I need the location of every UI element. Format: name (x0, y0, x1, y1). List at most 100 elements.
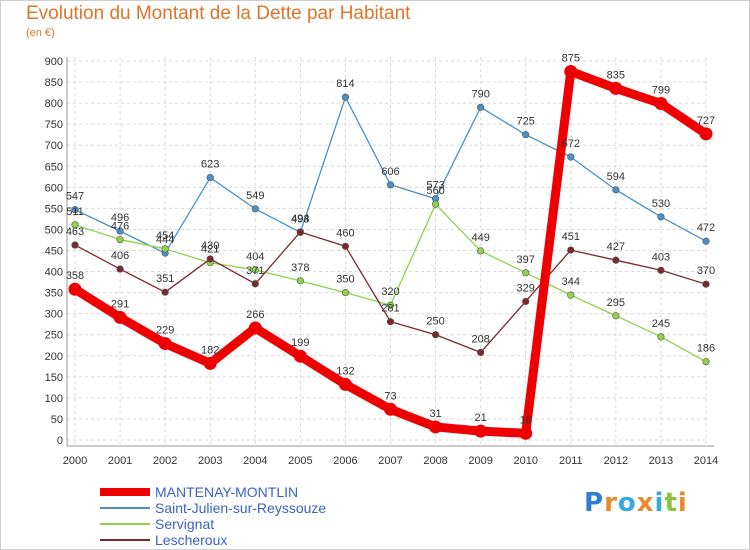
data-label: 463 (66, 226, 84, 238)
data-point (612, 186, 620, 194)
data-label: 344 (562, 276, 580, 288)
legend-label-saint-julien: Saint-Julien-sur-Reyssouze (155, 500, 327, 516)
y-tick-label: 700 (45, 140, 63, 152)
data-label: 606 (381, 166, 399, 178)
data-label: 560 (426, 185, 444, 197)
data-point (477, 247, 485, 255)
logo-letter: P (584, 488, 605, 518)
data-label: 672 (562, 138, 580, 150)
data-label: 725 (517, 116, 535, 128)
data-point (431, 331, 440, 339)
y-tick-label: 650 (45, 161, 63, 173)
data-label: 814 (336, 78, 354, 90)
x-tick-label: 2008 (423, 455, 447, 467)
data-label: 530 (652, 198, 670, 210)
data-point (522, 131, 530, 139)
data-label: 460 (336, 227, 354, 239)
data-point (161, 288, 169, 296)
data-label: 511 (66, 206, 84, 218)
y-tick-label: 100 (45, 393, 63, 405)
y-tick-label: 250 (45, 330, 63, 342)
proxiti-logo: Proxiti (584, 488, 688, 518)
data-point (116, 227, 124, 235)
data-point (699, 127, 713, 141)
data-label: 371 (246, 265, 264, 277)
data-label: 245 (652, 318, 670, 330)
data-label: 835 (607, 69, 625, 81)
x-tick-label: 2014 (694, 455, 718, 467)
data-point (567, 291, 575, 299)
data-label: 182 (201, 344, 219, 356)
x-tick-label: 2012 (604, 455, 628, 467)
data-point (522, 297, 530, 306)
data-label: 454 (156, 230, 174, 242)
y-tick-label: 750 (45, 119, 63, 131)
data-label: 16 (520, 414, 532, 426)
legend-label-servignat: Servignat (155, 516, 215, 532)
data-point (474, 424, 488, 438)
data-label: 875 (562, 53, 580, 65)
y-tick-label: 350 (45, 288, 63, 300)
legend-swatch-lescheroux (100, 539, 150, 541)
data-label: 476 (111, 221, 129, 233)
logo-letter: i (677, 488, 688, 518)
data-point (567, 153, 575, 161)
data-label: 427 (607, 241, 625, 253)
legend-swatch-servignat (100, 523, 150, 525)
data-label: 403 (652, 251, 670, 263)
data-label: 281 (381, 303, 399, 315)
data-label: 295 (607, 297, 625, 309)
y-tick-label: 50 (51, 414, 63, 426)
data-label: 472 (697, 222, 715, 234)
data-label: 494 (291, 213, 309, 225)
x-tick-label: 2009 (468, 455, 492, 467)
line-chart: 0 50 100 150 200 250 300 350 400 450 500 550 600 650 7… (45, 53, 719, 467)
data-point (609, 81, 623, 95)
y-tick-label: 600 (45, 182, 63, 194)
axes-layer: 0 50 100 150 200 250 300 350 400 450 500 550 600 650 7… (45, 56, 719, 467)
logo-letter: r (604, 488, 618, 518)
logo-letter: o (617, 488, 637, 518)
y-tick-label: 400 (45, 267, 63, 279)
data-point (612, 312, 620, 320)
data-point (702, 237, 710, 245)
data-label: 31 (429, 408, 441, 420)
x-tick-label: 2002 (153, 455, 177, 467)
data-point (251, 266, 259, 274)
legend-swatch-mantenay (100, 488, 150, 496)
data-point (116, 265, 124, 273)
data-label: 397 (517, 254, 535, 266)
x-tick-label: 2006 (333, 455, 357, 467)
x-tick-label: 2011 (559, 455, 583, 467)
y-tick-label: 150 (45, 372, 63, 384)
data-label: 199 (291, 337, 309, 349)
data-label: 350 (336, 274, 354, 286)
data-label: 370 (697, 265, 715, 277)
y-tick-label: 800 (45, 98, 63, 110)
data-point (341, 289, 350, 297)
data-point (477, 348, 485, 357)
data-point (567, 246, 575, 254)
data-point (612, 256, 620, 264)
y-tick-label: 500 (45, 224, 63, 236)
data-label: 549 (246, 190, 264, 202)
data-point (116, 235, 124, 244)
data-label: 21 (475, 412, 487, 424)
y-tick-label: 300 (45, 309, 63, 321)
data-label: 496 (111, 212, 129, 224)
data-label: 132 (336, 365, 354, 377)
data-label: 73 (384, 390, 396, 402)
data-point (251, 280, 259, 288)
data-label: 329 (517, 282, 535, 294)
data-label: 449 (471, 232, 489, 244)
data-point (251, 205, 259, 213)
data-point (206, 174, 214, 182)
grid-layer (67, 57, 708, 446)
data-label: 266 (246, 309, 264, 321)
data-point (71, 241, 79, 249)
data-point (657, 333, 665, 341)
data-point (68, 282, 82, 296)
y-tick-label: 450 (45, 246, 63, 258)
y-tick-label: 850 (45, 77, 63, 89)
legend-label-mantenay: MANTENAY-MONTLIN (155, 484, 299, 500)
